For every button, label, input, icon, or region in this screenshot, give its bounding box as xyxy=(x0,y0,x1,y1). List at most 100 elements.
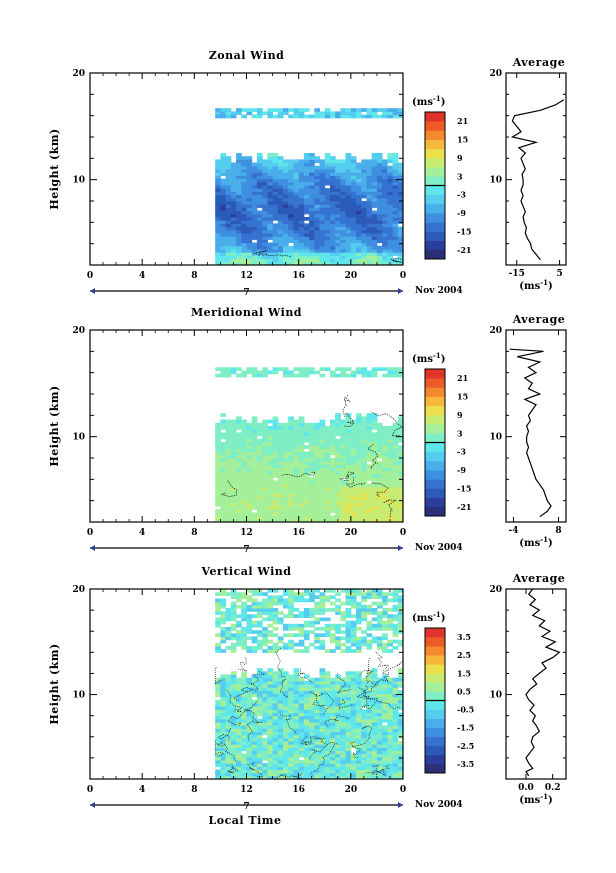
heatmap-cell xyxy=(309,438,315,443)
heatmap-cell xyxy=(314,442,320,446)
heatmap-cell xyxy=(262,509,268,513)
heatmap-cell xyxy=(324,756,331,761)
heatmap-cell xyxy=(366,172,373,176)
heatmap-cell xyxy=(345,772,352,777)
heatmap-cell xyxy=(298,239,305,244)
heatmap-cell xyxy=(246,175,253,180)
heatmap-cell xyxy=(256,604,263,609)
heatmap-cell xyxy=(288,454,294,459)
heatmap-cell xyxy=(356,728,362,732)
heatmap-cell xyxy=(298,464,305,469)
heatmap-cell xyxy=(319,242,326,247)
heatmap-cell xyxy=(371,373,378,378)
heatmap-cell xyxy=(267,261,274,266)
heatmap-cell xyxy=(345,162,352,167)
heatmap-cell xyxy=(361,630,367,634)
heatmap-cell xyxy=(314,108,320,112)
heatmap-cell xyxy=(246,756,253,761)
heatmap-cell xyxy=(220,611,227,615)
heatmap-cell xyxy=(256,731,263,736)
heatmap-cell xyxy=(272,435,279,440)
heatmap-cell xyxy=(330,601,336,606)
heatmap-cell xyxy=(350,696,357,701)
heatmap-cell xyxy=(272,512,279,517)
heatmap-cell xyxy=(382,769,388,774)
heatmap-cell xyxy=(236,744,242,748)
heatmap-cell xyxy=(397,451,404,456)
heatmap-cell xyxy=(303,509,310,513)
heatmap-cell xyxy=(230,636,237,641)
heatmap-cell xyxy=(246,718,253,723)
heatmap-cell xyxy=(303,725,310,729)
colorbar-segment xyxy=(425,718,445,728)
heatmap-cell xyxy=(303,712,310,717)
heatmap-cell xyxy=(335,623,341,628)
heatmap-cell xyxy=(319,162,326,167)
heatmap-cell xyxy=(298,496,305,501)
heatmap-cell xyxy=(241,185,247,189)
heatmap-cell xyxy=(236,722,242,726)
heatmap-cell xyxy=(397,639,404,644)
heatmap-cell xyxy=(335,458,341,462)
heatmap-cell xyxy=(345,677,352,682)
heatmap-cell xyxy=(356,687,362,691)
heatmap-cell xyxy=(314,197,320,202)
contour-line xyxy=(367,443,379,469)
heatmap-cell xyxy=(267,201,274,205)
heatmap-cell xyxy=(283,159,289,164)
heatmap-cell xyxy=(303,589,310,593)
heatmap-cell xyxy=(376,722,383,726)
heatmap-cell xyxy=(215,165,221,170)
heatmap-cell xyxy=(356,601,362,606)
heatmap-cell xyxy=(366,373,373,378)
heatmap-cell xyxy=(350,766,357,770)
heatmap-cell xyxy=(350,185,357,189)
heatmap-cell xyxy=(371,636,378,641)
heatmap-cell xyxy=(256,512,263,517)
heatmap-cell xyxy=(262,706,268,710)
heatmap-cell xyxy=(397,769,404,774)
heatmap-cell xyxy=(288,255,294,260)
heatmap-cell xyxy=(215,512,221,517)
heatmap-cell xyxy=(251,725,258,729)
contour-line xyxy=(243,700,260,724)
heatmap-cell xyxy=(319,213,326,218)
heatmap-cell xyxy=(236,162,242,167)
heatmap-cell xyxy=(236,461,242,465)
heatmap-cell xyxy=(272,422,279,427)
heatmap-cell xyxy=(319,229,326,234)
heatmap-cell xyxy=(241,108,247,112)
heatmap-cell xyxy=(309,772,315,777)
heatmap-cell xyxy=(246,703,253,707)
heatmap-cell xyxy=(356,223,362,228)
heatmap-cell xyxy=(267,111,274,116)
heatmap-cell xyxy=(293,442,300,446)
heatmap-cell xyxy=(392,252,399,256)
heatmap-cell xyxy=(277,699,284,704)
heatmap-cell xyxy=(335,506,341,510)
heatmap-cell xyxy=(387,435,393,440)
heatmap-cell xyxy=(335,709,341,713)
heatmap-cell xyxy=(236,741,242,745)
heatmap-cell xyxy=(288,509,294,513)
heatmap-cell xyxy=(376,255,383,260)
heatmap-cell xyxy=(267,258,274,263)
heatmap-cell xyxy=(330,677,336,682)
heatmap-cell xyxy=(283,490,289,494)
heatmap-cell xyxy=(335,766,341,770)
heatmap-cell xyxy=(376,226,383,231)
contour-line xyxy=(366,764,390,776)
heatmap-cell xyxy=(330,419,336,424)
heatmap-cell xyxy=(319,715,326,720)
heatmap-cell xyxy=(241,617,247,622)
heatmap-cell xyxy=(277,496,284,501)
heatmap-cell xyxy=(277,261,284,266)
heatmap-cell xyxy=(376,490,383,494)
heatmap-cell xyxy=(225,766,232,770)
heatmap-cell xyxy=(283,496,289,501)
heatmap-cell xyxy=(220,191,227,196)
heatmap-cell xyxy=(262,239,268,244)
heatmap-cell xyxy=(220,592,227,596)
heatmap-cell xyxy=(345,223,352,228)
heatmap-cell xyxy=(241,223,247,228)
